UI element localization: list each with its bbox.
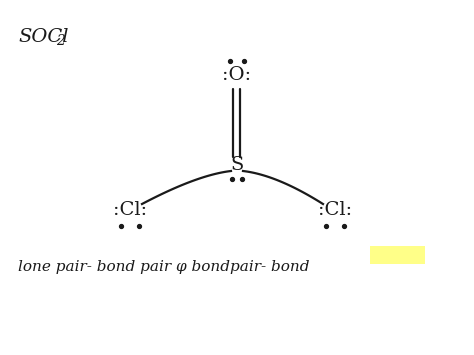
- Text: 2: 2: [56, 34, 65, 48]
- Text: :O:: :O:: [222, 66, 252, 84]
- FancyBboxPatch shape: [370, 246, 425, 264]
- Text: :Cl:: :Cl:: [113, 201, 147, 219]
- Text: lone pair- bond pair φ bondpair- bond: lone pair- bond pair φ bondpair- bond: [18, 260, 310, 274]
- Text: :Cl:: :Cl:: [318, 201, 352, 219]
- Text: SOCl: SOCl: [18, 28, 69, 46]
- Text: S: S: [230, 156, 244, 174]
